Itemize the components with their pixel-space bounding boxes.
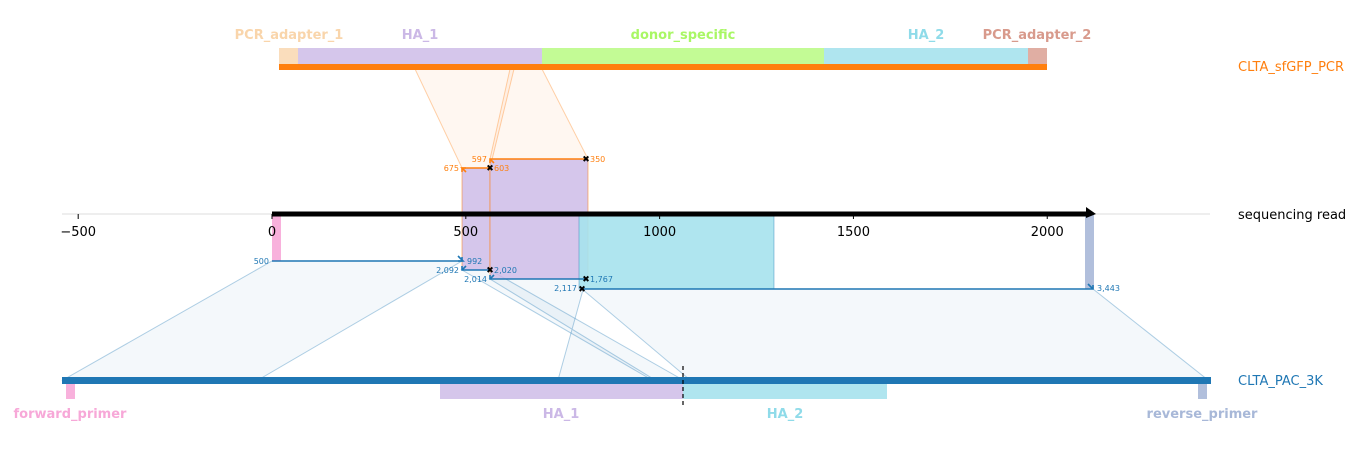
label-pcr-adapter-1: PCR_adapter_1 xyxy=(235,28,344,43)
label-forward-primer: forward_primer xyxy=(14,407,128,422)
pcr-connections xyxy=(414,68,589,169)
bottom-track: forward_primer HA_1 HA_2 reverse_primer … xyxy=(14,366,1323,422)
top-track: PCR_adapter_1 HA_1 donor_specific HA_2 P… xyxy=(235,28,1344,75)
pac-end-marker-1: ✖ xyxy=(486,266,494,276)
pcr-reference-bar xyxy=(279,64,1047,70)
axis-tick-label: −500 xyxy=(60,225,96,240)
pac-arrow-2 xyxy=(461,265,467,271)
feature-ha-1-top xyxy=(298,48,542,66)
pac-arrow-3 xyxy=(489,274,495,280)
axis-tick-label: 500 xyxy=(453,225,478,240)
pcr-label-675: 675 xyxy=(444,164,459,173)
bottom-forward-primer xyxy=(66,383,75,399)
pcr-label-603: 603 xyxy=(494,164,509,173)
pac-arrow-4 xyxy=(1087,283,1094,290)
label-ha-2-top: HA_2 xyxy=(908,28,945,43)
axis-tick-label: 2000 xyxy=(1031,225,1064,240)
label-ha-2-bottom: HA_2 xyxy=(767,407,804,422)
feature-ha-2-top xyxy=(824,48,1028,66)
axis-tick-label: 1000 xyxy=(643,225,676,240)
axis-tick-label: 0 xyxy=(268,225,276,240)
track-label-middle: sequencing read xyxy=(1238,208,1346,223)
label-ha-1-bottom: HA_1 xyxy=(543,407,580,422)
axis-tick-label: 1500 xyxy=(837,225,870,240)
pac-label-2117: 2,117 xyxy=(554,284,577,293)
feature-pcr-adapter-1 xyxy=(279,48,298,66)
pac-end-marker-2: ✖ xyxy=(582,275,590,285)
pcr-alignments: ✖ ✖ 675 603 597 350 xyxy=(444,155,606,174)
pcr-label-597: 597 xyxy=(472,155,487,164)
pcr-end-marker-1: ✖ xyxy=(486,164,494,174)
track-label-bottom: CLTA_PAC_3K xyxy=(1238,374,1323,389)
pac-connection-4 xyxy=(580,288,1210,381)
read-forward-primer xyxy=(272,214,281,261)
pac-label-992: 992 xyxy=(467,257,482,266)
label-pcr-adapter-2: PCR_adapter_2 xyxy=(983,28,1092,43)
read-reverse-primer xyxy=(1085,214,1094,289)
pac-label-500: 500 xyxy=(254,257,269,266)
pac-end-marker-3: ✖ xyxy=(578,285,586,295)
label-ha-1-top: HA_1 xyxy=(402,28,439,43)
read-ha-1-block-b xyxy=(489,158,589,280)
axis-ticks: −500 0 500 1000 1500 2000 xyxy=(60,214,1064,240)
read-axis: −500 0 500 1000 1500 2000 sequencing read xyxy=(60,207,1346,240)
pac-label-1767: 1,767 xyxy=(590,275,613,284)
label-donor-specific: donor_specific xyxy=(631,28,736,43)
feature-pcr-adapter-2 xyxy=(1028,48,1047,66)
pac-alignment-1 xyxy=(272,257,463,262)
pac-label-2014: 2,014 xyxy=(464,275,487,284)
pac-label-3443: 3,443 xyxy=(1097,284,1120,293)
pcr-label-350: 350 xyxy=(590,155,605,164)
label-reverse-primer: reverse_primer xyxy=(1147,407,1259,422)
pcr-arrow-2 xyxy=(489,158,495,164)
pac-label-2020: 2,020 xyxy=(494,266,517,275)
pac-reference-bar xyxy=(62,377,1211,384)
bottom-ha-1 xyxy=(440,383,683,399)
bottom-reverse-primer xyxy=(1198,383,1207,399)
pac-label-2092: 2,092 xyxy=(436,266,459,275)
read-arrowhead xyxy=(1086,207,1096,218)
pcr-arrow-1 xyxy=(460,167,467,173)
pac-connection-1 xyxy=(61,260,464,381)
feature-donor-specific xyxy=(542,48,824,66)
pac-alignments: ✖ ✖ ✖ 500 992 2,092 2,020 2,014 1,767 2,… xyxy=(254,255,1120,295)
read-features xyxy=(272,158,1094,290)
pac-arrow-1 xyxy=(457,255,465,262)
bottom-ha-2 xyxy=(683,383,887,399)
track-label-top: CLTA_sfGFP_PCR xyxy=(1238,60,1344,75)
pcr-end-marker-2: ✖ xyxy=(582,155,590,165)
